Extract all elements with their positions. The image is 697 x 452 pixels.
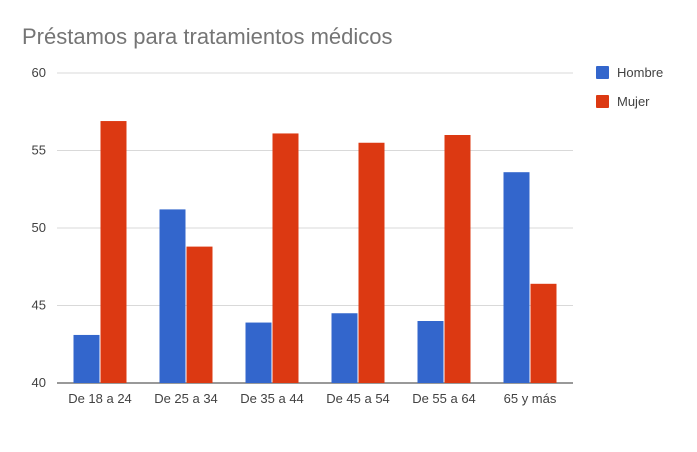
y-tick-label: 55: [32, 143, 46, 158]
x-tick-label: De 55 a 64: [412, 391, 476, 406]
x-tick-label: De 25 a 34: [154, 391, 218, 406]
bar-hombre: [417, 321, 444, 383]
gridlines: [57, 72, 573, 384]
chart-title: Préstamos para tratamientos médicos: [22, 24, 393, 49]
bar-hombre: [159, 209, 186, 383]
y-tick-label: 50: [32, 220, 46, 235]
legend-label: Hombre: [617, 65, 663, 80]
y-tick-label: 45: [32, 298, 46, 313]
x-tick-label: De 35 a 44: [240, 391, 304, 406]
legend-swatch: [596, 95, 609, 108]
bar-mujer: [530, 283, 557, 383]
bar-hombre: [331, 313, 358, 383]
bar-mujer: [358, 142, 385, 383]
x-axis-ticks: De 18 a 24 De 25 a 34 De 35 a 44 De 45 a 54…: [68, 391, 557, 406]
bars: [73, 121, 557, 384]
y-tick-label: 40: [32, 375, 46, 390]
bar-mujer: [444, 135, 471, 383]
x-tick-label: 65 y más: [504, 391, 557, 406]
bar-hombre: [245, 322, 272, 383]
legend-swatch: [596, 66, 609, 79]
y-tick-label: 60: [32, 65, 46, 80]
legend-label: Mujer: [617, 94, 650, 109]
bar-hombre: [73, 334, 100, 383]
bar-mujer: [186, 246, 213, 383]
x-tick-label: De 18 a 24: [68, 391, 132, 406]
bar-mujer: [272, 133, 299, 383]
legend: Hombre Mujer: [596, 65, 663, 109]
bar-hombre: [503, 172, 530, 383]
x-tick-label: De 45 a 54: [326, 391, 390, 406]
bar-mujer: [100, 121, 127, 384]
y-axis-ticks: 40 45 50 55 60: [32, 65, 46, 390]
